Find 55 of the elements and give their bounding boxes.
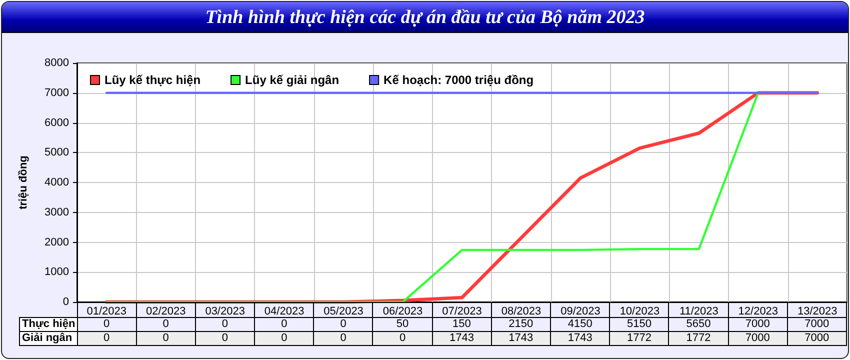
data-label: 7000: [787, 332, 846, 346]
data-label: 1743: [432, 332, 492, 346]
x-tick-label: 09/2023: [560, 306, 600, 318]
data-label: 7000: [728, 318, 788, 332]
data-label: 0: [372, 332, 432, 346]
data-label: 0: [195, 318, 255, 332]
data-label: 5150: [610, 318, 669, 332]
data-label: 1772: [610, 332, 669, 346]
data-label: 0: [136, 318, 196, 332]
x-tick-label: 12/2023: [738, 306, 778, 318]
data-label: 1772: [668, 332, 728, 346]
x-tick-label: 02/2023: [146, 306, 186, 318]
y-tick-label: 7000: [44, 86, 69, 99]
x-tick-label: 04/2023: [264, 306, 304, 318]
legend-label: Lũy kế giải ngân: [245, 73, 340, 87]
x-tick-label: 07/2023: [442, 306, 482, 318]
y-tick-label: 2000: [44, 236, 69, 248]
x-tick-label: 13/2023: [798, 306, 838, 318]
y-tick-label: 8000: [44, 57, 69, 69]
x-tick-label: 01/2023: [86, 306, 126, 318]
legend-label: Kế hoạch: 7000 triệu đồng: [384, 73, 534, 87]
y-axis-title: triệu đồng: [18, 156, 30, 210]
data-label: 0: [254, 332, 314, 346]
data-label: 7000: [728, 332, 788, 346]
text: Thực hiện: [20, 318, 77, 332]
data-label: 150: [432, 318, 492, 332]
data-label: 1743: [491, 332, 550, 346]
data-label: 1743: [550, 332, 610, 346]
data-label: 50: [372, 318, 432, 332]
y-tick-label: 6000: [44, 116, 69, 129]
data-label: 0: [136, 332, 196, 346]
data-label: 0: [77, 332, 136, 346]
y-tick-label: 1000: [44, 266, 69, 278]
data-label: 5650: [668, 318, 728, 332]
x-tick-label: 05/2023: [324, 306, 364, 318]
text: Giải ngân: [20, 332, 77, 346]
data-label: 0: [77, 318, 136, 332]
data-label: 0: [314, 318, 373, 332]
x-tick-label: 11/2023: [679, 306, 718, 318]
y-tick-label: 4000: [44, 176, 69, 188]
data-label: 0: [314, 332, 373, 346]
x-tick-label: 08/2023: [501, 306, 542, 318]
y-tick-label: 3000: [44, 206, 69, 218]
data-label: 4150: [550, 318, 610, 332]
legend-label: Lũy kế thực hiện: [104, 73, 201, 87]
data-label: 0: [195, 332, 255, 346]
data-label: 2150: [491, 318, 550, 332]
chart-title: Tình hình thực hiện các dự án đầu tư của Bộ năm 2023: [2, 2, 848, 33]
data-label: 7000: [787, 318, 846, 332]
x-tick-label: 03/2023: [205, 306, 245, 318]
x-tick-label: 06/2023: [382, 306, 423, 318]
y-tick-label: 0: [62, 296, 69, 308]
x-tick-label: 10/2023: [620, 306, 660, 318]
data-label: 0: [254, 318, 314, 332]
y-tick-label: 5000: [44, 146, 69, 159]
